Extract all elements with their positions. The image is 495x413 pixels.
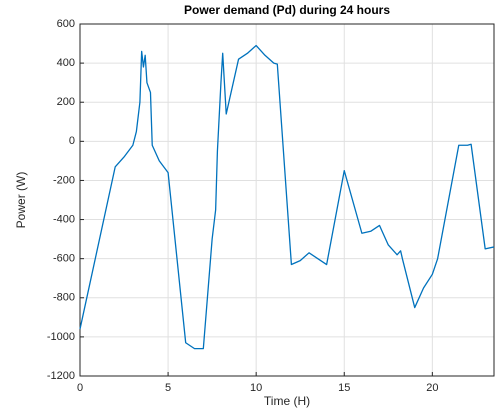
x-tick-label: 10 (250, 382, 262, 394)
y-tick-label: 400 (57, 57, 75, 69)
data-line (79, 44, 495, 350)
plot-frame (79, 23, 495, 377)
y-axis-label: Power (W) (14, 172, 28, 229)
y-tick-label: -400 (53, 213, 75, 225)
y-tick-label: 0 (69, 135, 75, 147)
x-tick-label: 15 (338, 382, 350, 394)
x-tick-label: 5 (165, 382, 171, 394)
x-tick-label: 20 (426, 382, 438, 394)
y-tick-label: -600 (53, 253, 75, 265)
x-axis-label: Time (H) (264, 394, 310, 408)
x-tick-label: 0 (77, 382, 83, 394)
y-tick-label: -1000 (47, 331, 75, 343)
y-tick-label: 600 (57, 18, 75, 30)
y-tick-label: -800 (53, 292, 75, 304)
y-tick-label: -200 (53, 174, 75, 186)
y-tick-label: 200 (57, 96, 75, 108)
chart-title: Power demand (Pd) during 24 hours (184, 3, 390, 17)
y-tick-label: -1200 (47, 370, 75, 382)
